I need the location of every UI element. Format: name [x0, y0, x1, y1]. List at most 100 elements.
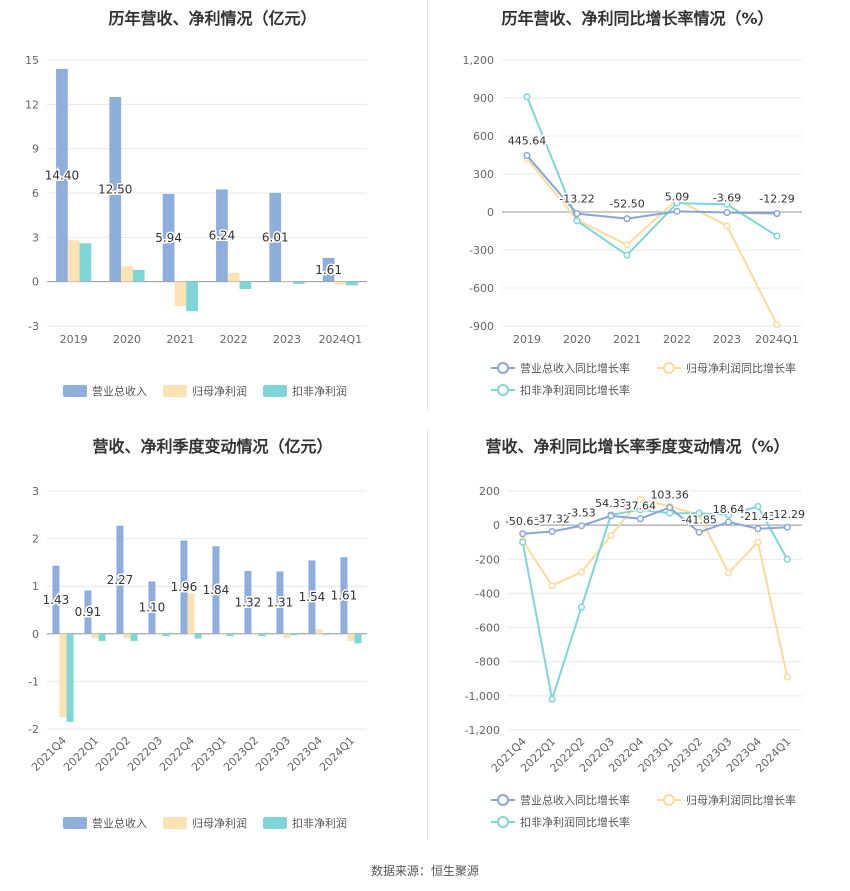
bar-revenue — [84, 590, 92, 634]
data-label: 2.27 — [107, 573, 134, 587]
data-label: 12.50 — [98, 182, 132, 196]
bar-deducted-profit — [162, 633, 170, 637]
chart-quarterly-bars: -2-101232021Q42022Q12022Q22022Q32022Q420… — [28, 485, 367, 830]
x-tick-label: 2024Q1 — [755, 333, 799, 346]
bar-revenue — [148, 581, 156, 634]
bar-net-profit — [91, 633, 99, 639]
data-label: 5.09 — [665, 190, 690, 203]
data-label: -52.50 — [609, 198, 644, 211]
y-tick-label: 3 — [32, 485, 39, 498]
data-point — [773, 232, 781, 240]
y-tick-label: -600 — [475, 622, 500, 635]
bar-revenue — [269, 192, 282, 282]
data-point — [724, 518, 733, 526]
bar-deducted-profit — [130, 633, 138, 641]
bar-deducted-profit — [79, 243, 92, 282]
bar-revenue — [322, 257, 335, 282]
bar-deducted-profit — [239, 281, 252, 290]
series-line-revenue — [526, 154, 778, 220]
y-tick-label: 0 — [32, 628, 39, 641]
x-tick-label: 2023 — [273, 333, 301, 346]
legend-marker — [497, 794, 509, 806]
data-label: -12.29 — [759, 193, 794, 206]
data-point — [695, 528, 703, 536]
x-tick-label: 2020 — [113, 333, 141, 346]
data-label: 0.91 — [75, 605, 102, 619]
chart-title: 营收、净利季度变动情况（亿元） — [92, 437, 333, 456]
y-tick-label: -1 — [28, 675, 39, 688]
panel-annual-growth: 历年营收、净利同比增长率情况（%） -900 -600 -300 0 300 600 900… — [425, 0, 850, 420]
data-label: 1.32 — [235, 595, 262, 609]
data-point — [573, 217, 581, 225]
chart-title: 营收、净利同比增长率季度变动情况（%） — [485, 437, 790, 456]
data-point — [783, 555, 791, 563]
data-point — [773, 210, 781, 218]
data-label: -41.85 — [681, 513, 716, 526]
x-tick-label: 2019 — [513, 333, 541, 346]
data-point — [723, 208, 731, 217]
data-point — [523, 152, 531, 160]
data-point — [754, 538, 762, 546]
bar-deducted-profit — [322, 633, 330, 635]
legend-label: 归母净利润同比增长率 — [686, 361, 796, 375]
x-tick-label: 2024Q1 — [317, 734, 357, 774]
data-point — [636, 506, 644, 514]
series-line-deducted-profit — [521, 505, 789, 700]
data-point — [577, 568, 586, 576]
data-point — [724, 511, 733, 519]
data-label: 103.36 — [650, 488, 689, 501]
legend-label: 归母净利润同比增长率 — [686, 793, 796, 807]
y-tick-label: 0 — [32, 276, 39, 289]
y-tick-label: -1,000 — [465, 690, 500, 703]
bar-net-profit — [174, 281, 187, 307]
data-label: 37.64 — [625, 500, 657, 513]
bar-revenue — [52, 565, 60, 634]
data-label: 54.33 — [595, 497, 627, 510]
bar-net-profit — [227, 272, 240, 282]
legend-marker — [497, 362, 509, 374]
x-tick-label: 2023 — [713, 333, 741, 346]
x-tick-label: 2024Q1 — [319, 333, 363, 346]
legend-swatch — [63, 817, 87, 829]
bar-net-profit — [283, 633, 291, 639]
data-point — [548, 582, 556, 590]
data-point — [723, 222, 731, 230]
data-label: -37.32 — [534, 513, 569, 526]
data-label: 6.01 — [262, 230, 289, 244]
data-label: 1.31 — [267, 596, 294, 610]
bar-deducted-profit — [290, 633, 298, 636]
legend-swatch — [163, 385, 187, 397]
data-point — [754, 525, 762, 533]
legend-label: 归母净利润 — [192, 816, 247, 830]
data-point — [548, 527, 556, 536]
data-point — [636, 515, 644, 523]
chart-title: 历年营收、净利情况（亿元） — [108, 9, 317, 28]
y-tick-label: -400 — [475, 587, 500, 600]
y-tick-label: 0 — [487, 206, 494, 219]
legend-label: 营业总收入 — [92, 384, 147, 398]
legend-label: 营业总收入同比增长率 — [520, 793, 630, 807]
y-tick-label: 2 — [32, 533, 39, 546]
chart-quarterly-growth-lines: -1,200-1,000-800-600-400-20002002021Q420… — [465, 485, 807, 829]
bar-deducted-profit — [194, 633, 202, 639]
data-point — [783, 673, 791, 681]
y-tick-label: -2 — [28, 723, 39, 736]
data-label: 1.54 — [299, 590, 326, 604]
data-label: 1.61 — [315, 263, 342, 277]
data-point — [673, 207, 681, 215]
data-label: -12.29 — [770, 508, 805, 521]
chart-annual-growth-lines: -900 -600 -300 0 300 600 900 1,200 2019 2020 2021 2… — [463, 54, 802, 397]
legend-marker — [497, 384, 509, 396]
y-tick-label: -1,200 — [465, 724, 500, 737]
bar-revenue — [116, 525, 124, 634]
data-label: -3.53 — [567, 507, 595, 520]
bar-net-profit — [251, 633, 259, 636]
bar-deducted-profit — [354, 633, 362, 644]
bar-net-profit — [67, 240, 80, 282]
y-tick-label: 200 — [479, 485, 500, 498]
data-label: -21.43 — [740, 510, 775, 523]
bar-deducted-profit — [292, 281, 305, 284]
data-label: 1.43 — [43, 593, 70, 607]
data-point — [519, 530, 527, 538]
legend-swatch — [263, 385, 287, 397]
